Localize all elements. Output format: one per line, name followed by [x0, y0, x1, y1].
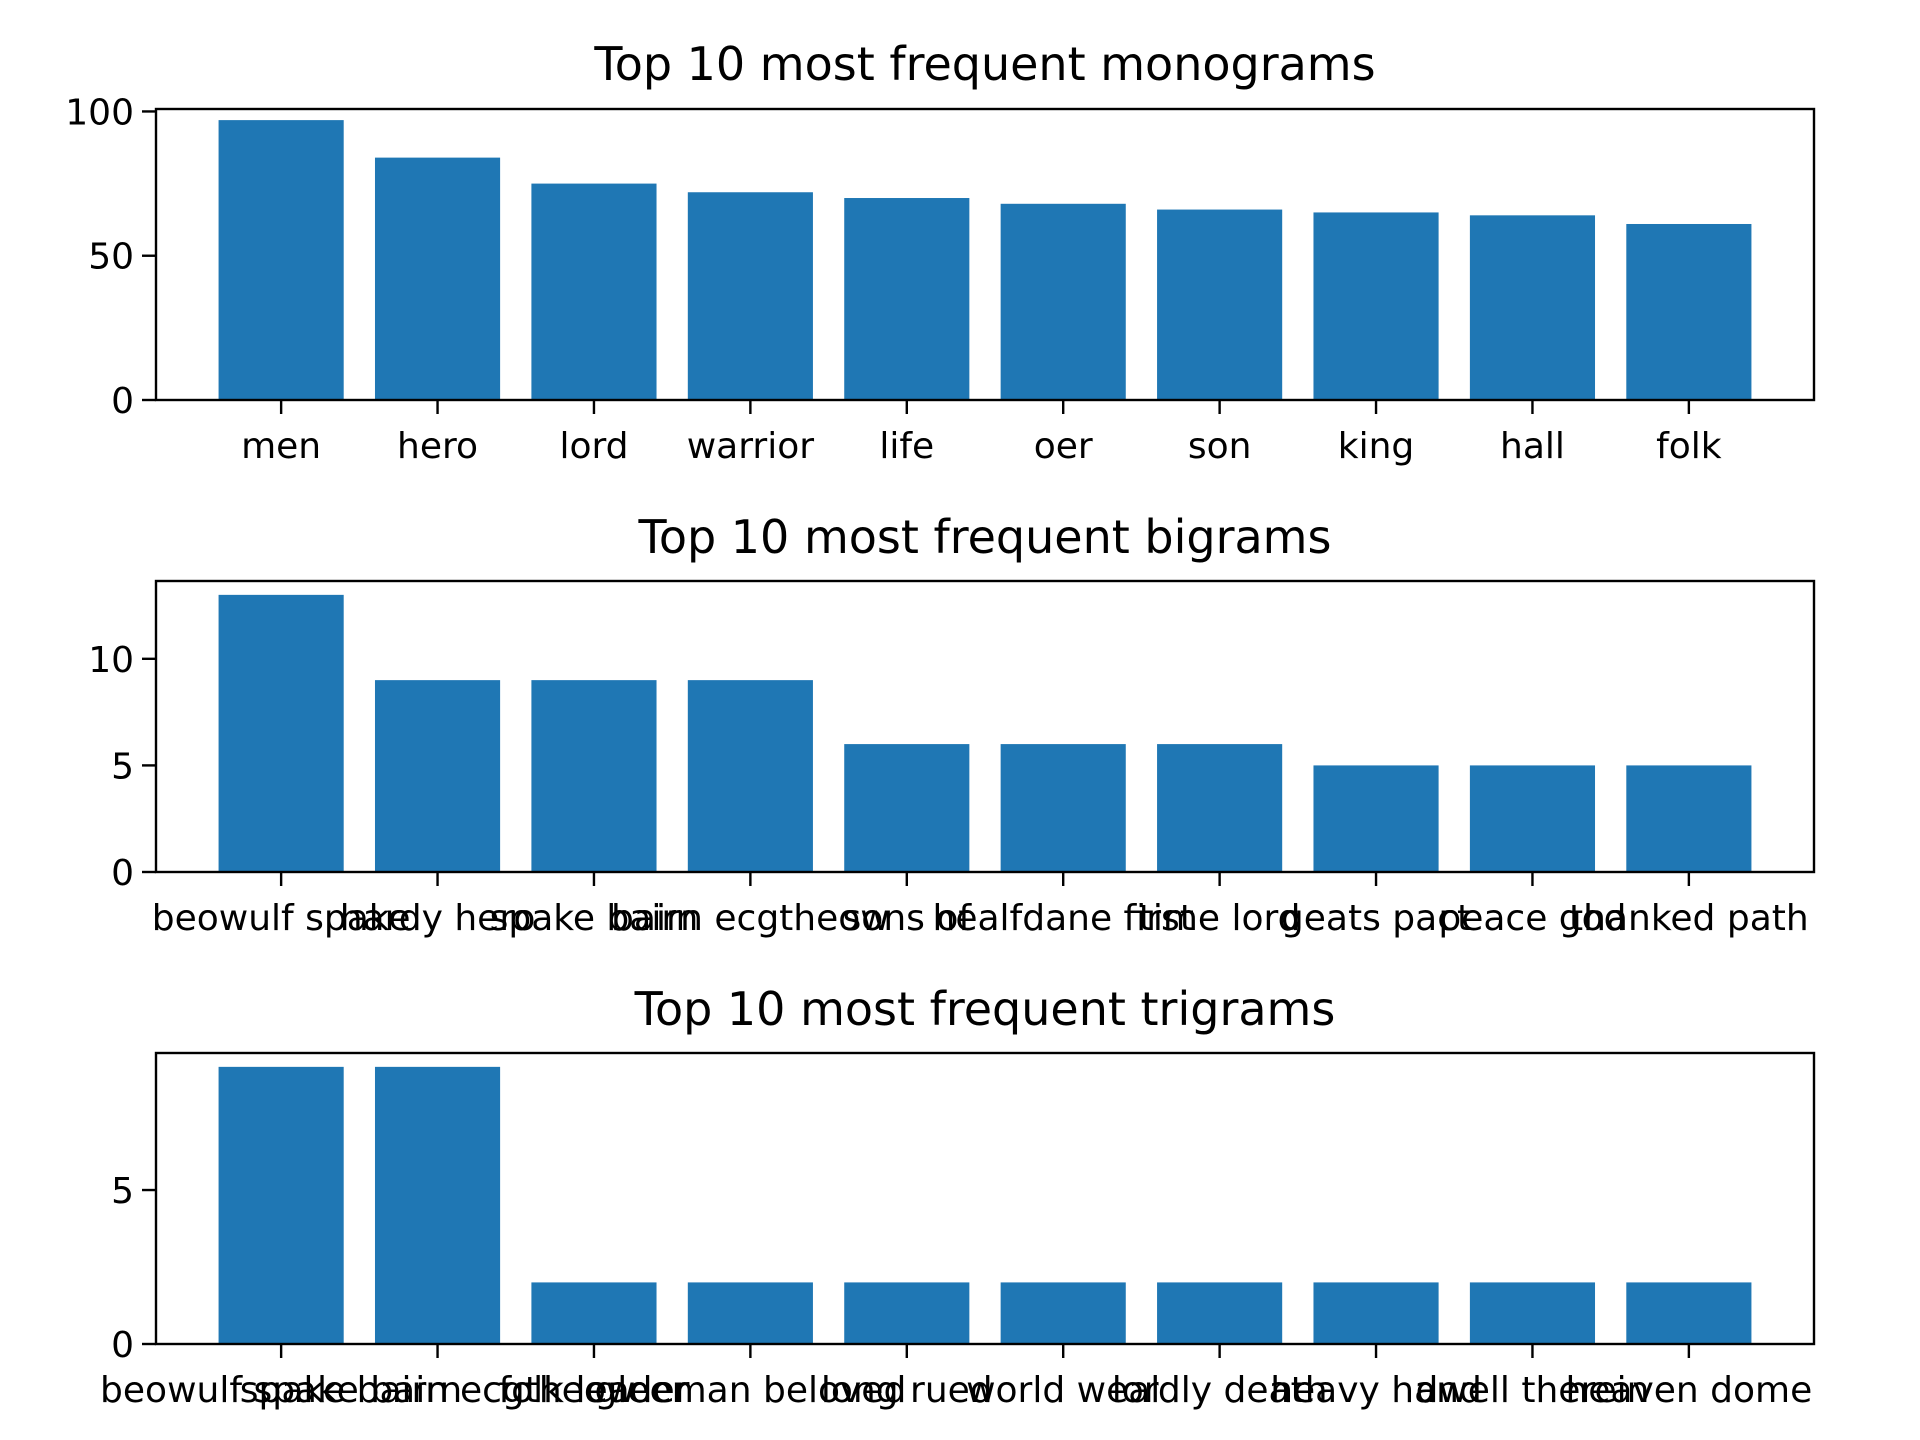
x-tick-label: hardy hero [340, 898, 536, 939]
bar [1469, 765, 1596, 872]
bar [1469, 215, 1596, 400]
x-tick-label: thanked path [1569, 898, 1809, 939]
x-tick-label: heaven dome [1565, 1370, 1812, 1411]
x-tick-label: long rued [821, 1370, 993, 1411]
bar [374, 157, 501, 400]
bar [687, 680, 813, 872]
x-tick-label: life [879, 426, 934, 467]
x-tick-label: son [1188, 426, 1252, 467]
chart-title: Top 10 most frequent trigrams [634, 982, 1336, 1036]
bar [1626, 1282, 1752, 1344]
bar [1157, 209, 1283, 400]
bar [1000, 744, 1126, 872]
y-tick-label: 0 [111, 1325, 134, 1366]
x-tick-label: bairn ecgtheow [611, 898, 890, 939]
y-tick-label: 50 [88, 237, 134, 278]
x-tick-label: beowulf spake [152, 898, 411, 939]
x-tick-label: folk [1656, 426, 1722, 467]
x-tick-label: spake bairn ecgtheow [240, 1370, 636, 1411]
y-tick-label: 0 [111, 381, 134, 422]
bar [1157, 744, 1283, 872]
x-tick-label: sons of [843, 898, 973, 939]
bar [531, 183, 657, 400]
bar [218, 120, 344, 401]
bar [1313, 1282, 1439, 1344]
x-tick-label: gleeman beloved [594, 1370, 906, 1411]
chart-trigrams: Top 10 most frequent trigrams 0 5 beowulf … [100, 982, 1816, 1411]
x-tick-label: spake bairn [490, 898, 699, 939]
x-tick-label: lordly death [1112, 1370, 1328, 1411]
axes-frame [154, 107, 1816, 402]
bar [531, 1282, 657, 1344]
y-tick-label: 100 [65, 92, 134, 133]
bar [844, 744, 970, 872]
bar [1000, 1282, 1126, 1344]
bar [844, 1282, 970, 1344]
bar [1626, 765, 1752, 872]
bar [1469, 1282, 1596, 1344]
y-tick-label: 5 [111, 1171, 134, 1212]
x-tick-label: beowulf spake bairn [100, 1370, 462, 1411]
x-tick-label: geats pact [1281, 898, 1471, 939]
y-tick-label: 10 [88, 640, 134, 681]
axes-frame [154, 1051, 1816, 1346]
x-tick-label: dwell therein [1415, 1370, 1649, 1411]
chart-title: Top 10 most frequent bigrams [638, 510, 1332, 564]
bar [531, 680, 657, 872]
bar [1626, 223, 1752, 400]
bar [1313, 212, 1439, 400]
chart-monograms: Top 10 most frequent monograms 0 50 100 men… [65, 37, 1816, 467]
chart-bigrams: Top 10 most frequent bigrams 0 5 10 beowulf… [88, 510, 1816, 939]
x-tick-label: folk leader [498, 1370, 689, 1411]
y-tick-label: 0 [111, 853, 134, 894]
bar [1157, 1282, 1283, 1344]
axes-frame [154, 579, 1816, 874]
bar [687, 1282, 813, 1344]
bar [1000, 203, 1126, 400]
x-tick-label: peace god [1438, 898, 1626, 939]
bar [374, 680, 501, 872]
x-tick-label: time lord [1139, 898, 1301, 939]
x-tick-label: men [241, 426, 321, 467]
bar [1313, 765, 1439, 872]
bar [218, 1066, 344, 1344]
x-tick-label: heavy hand [1270, 1370, 1482, 1411]
x-tick-label: hall [1500, 426, 1565, 467]
bar [687, 192, 813, 400]
x-tick-label: king [1338, 426, 1415, 467]
bar [374, 1066, 501, 1344]
x-tick-label: warrior [687, 426, 815, 467]
bar [844, 198, 970, 400]
x-tick-label: oer [1034, 426, 1093, 467]
chart-title: Top 10 most frequent monograms [593, 37, 1375, 91]
x-tick-label: world weal [966, 1370, 1160, 1411]
bar [218, 594, 344, 872]
y-tick-label: 5 [111, 746, 134, 787]
x-tick-label: healfdane first [933, 898, 1194, 939]
x-tick-label: lord [559, 426, 628, 467]
x-tick-label: hero [397, 426, 478, 467]
